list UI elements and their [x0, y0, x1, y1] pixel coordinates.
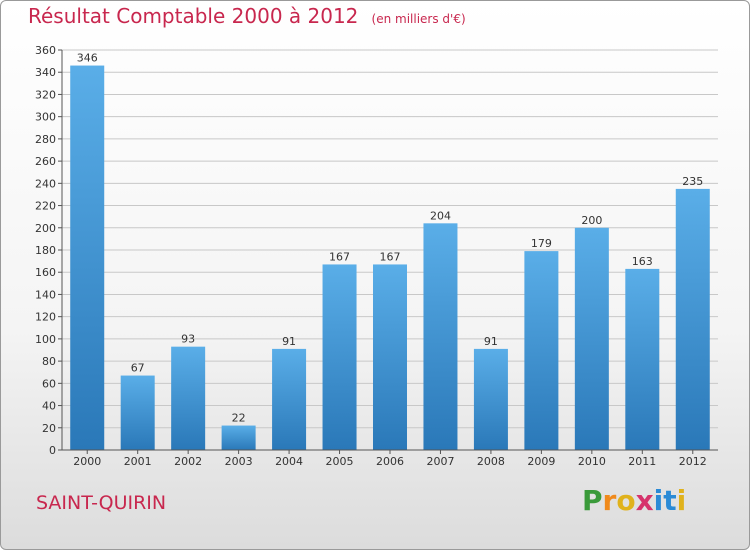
data-label-2011: 163: [632, 255, 653, 268]
commune-name: SAINT-QUIRIN: [36, 492, 167, 514]
x-tick-label-2009: 2009: [527, 455, 555, 468]
y-tick-label: 280: [35, 133, 56, 146]
logo-letter: r: [602, 484, 617, 517]
bar-2008: [473, 348, 508, 450]
x-tick-label-2007: 2007: [426, 455, 454, 468]
x-tick-label-2002: 2002: [174, 455, 202, 468]
bar-2007: [423, 223, 458, 450]
y-tick-label: 120: [35, 311, 56, 324]
bar-2000: [70, 65, 105, 451]
x-tick-label-2005: 2005: [326, 455, 354, 468]
y-tick-label: 240: [35, 177, 56, 190]
x-tick-label-2004: 2004: [275, 455, 303, 468]
y-tick-label: 200: [35, 222, 56, 235]
logo-letter: i: [653, 484, 664, 517]
y-tick-label: 340: [35, 66, 56, 79]
bar-2009: [524, 251, 559, 450]
bar-2012: [675, 188, 710, 450]
y-tick-label: 140: [35, 288, 56, 301]
data-label-2007: 204: [430, 209, 451, 222]
x-tick-label-2012: 2012: [679, 455, 707, 468]
data-label-2003: 22: [232, 412, 246, 425]
y-tick-label: 60: [42, 377, 56, 390]
y-tick-label: 0: [49, 444, 56, 457]
x-tick-label-2001: 2001: [124, 455, 152, 468]
bar-2004: [272, 348, 307, 450]
x-tick-label-2011: 2011: [628, 455, 656, 468]
data-label-2000: 346: [77, 52, 98, 65]
x-tick-label-2008: 2008: [477, 455, 505, 468]
y-tick-label: 320: [35, 88, 56, 101]
x-tick-label-2010: 2010: [578, 455, 606, 468]
bars: [70, 65, 710, 451]
logo-letter: x: [635, 484, 654, 517]
data-labels: 346 67 93 22 91 167 167 204 91 179 200 163 235: [77, 52, 704, 425]
chart-unit: (en milliers d'€): [371, 12, 466, 26]
y-tick-label: 100: [35, 333, 56, 346]
bar-2001: [120, 375, 155, 450]
bar-2011: [625, 268, 660, 450]
x-tick-label-2006: 2006: [376, 455, 404, 468]
bar-2005: [322, 264, 357, 450]
y-tick-label: 40: [42, 400, 56, 413]
bar-2006: [373, 264, 407, 450]
y-tick-label: 360: [35, 44, 56, 57]
y-tick-label: 260: [35, 155, 56, 168]
data-label-2009: 179: [531, 237, 552, 250]
data-label-2006: 167: [380, 250, 401, 263]
y-tick-label: 80: [42, 355, 56, 368]
logo-letter: t: [663, 484, 677, 517]
chart-title: Résultat Comptable 2000 à 2012 (en milli…: [28, 4, 466, 28]
data-label-2012: 235: [682, 175, 703, 188]
y-tick-label: 180: [35, 244, 56, 257]
y-tick-label: 20: [42, 422, 56, 435]
bar-2010: [574, 227, 609, 450]
proxiti-logo: Proxiti: [582, 484, 686, 517]
bar-2002: [171, 346, 206, 450]
data-label-2004: 91: [282, 335, 296, 348]
bar-2003: [221, 425, 256, 450]
axes: [61, 50, 718, 451]
logo-letter: i: [676, 484, 687, 517]
y-tick-label: 160: [35, 266, 56, 279]
y-axis-ticks: 0 20 40 60 80 100 120 140 160 180 200 220 240 260 280 3…: [35, 44, 62, 457]
y-tick-label: 300: [35, 111, 56, 124]
data-label-2002: 93: [181, 333, 195, 346]
chart-title-text: Résultat Comptable 2000 à 2012: [28, 4, 359, 28]
data-label-2008: 91: [484, 335, 498, 348]
data-label-2010: 200: [581, 214, 602, 227]
logo-letter: P: [582, 484, 603, 517]
data-label-2005: 167: [329, 250, 350, 263]
y-tick-label: 220: [35, 200, 56, 213]
data-label-2001: 67: [131, 362, 145, 375]
x-tick-label-2003: 2003: [225, 455, 253, 468]
x-axis-ticks: 2000 2001 2002 2003 2004 2005 2006 2007 2008 2009…: [73, 450, 707, 468]
x-tick-label-2000: 2000: [73, 455, 101, 468]
logo-letter: o: [616, 484, 636, 517]
